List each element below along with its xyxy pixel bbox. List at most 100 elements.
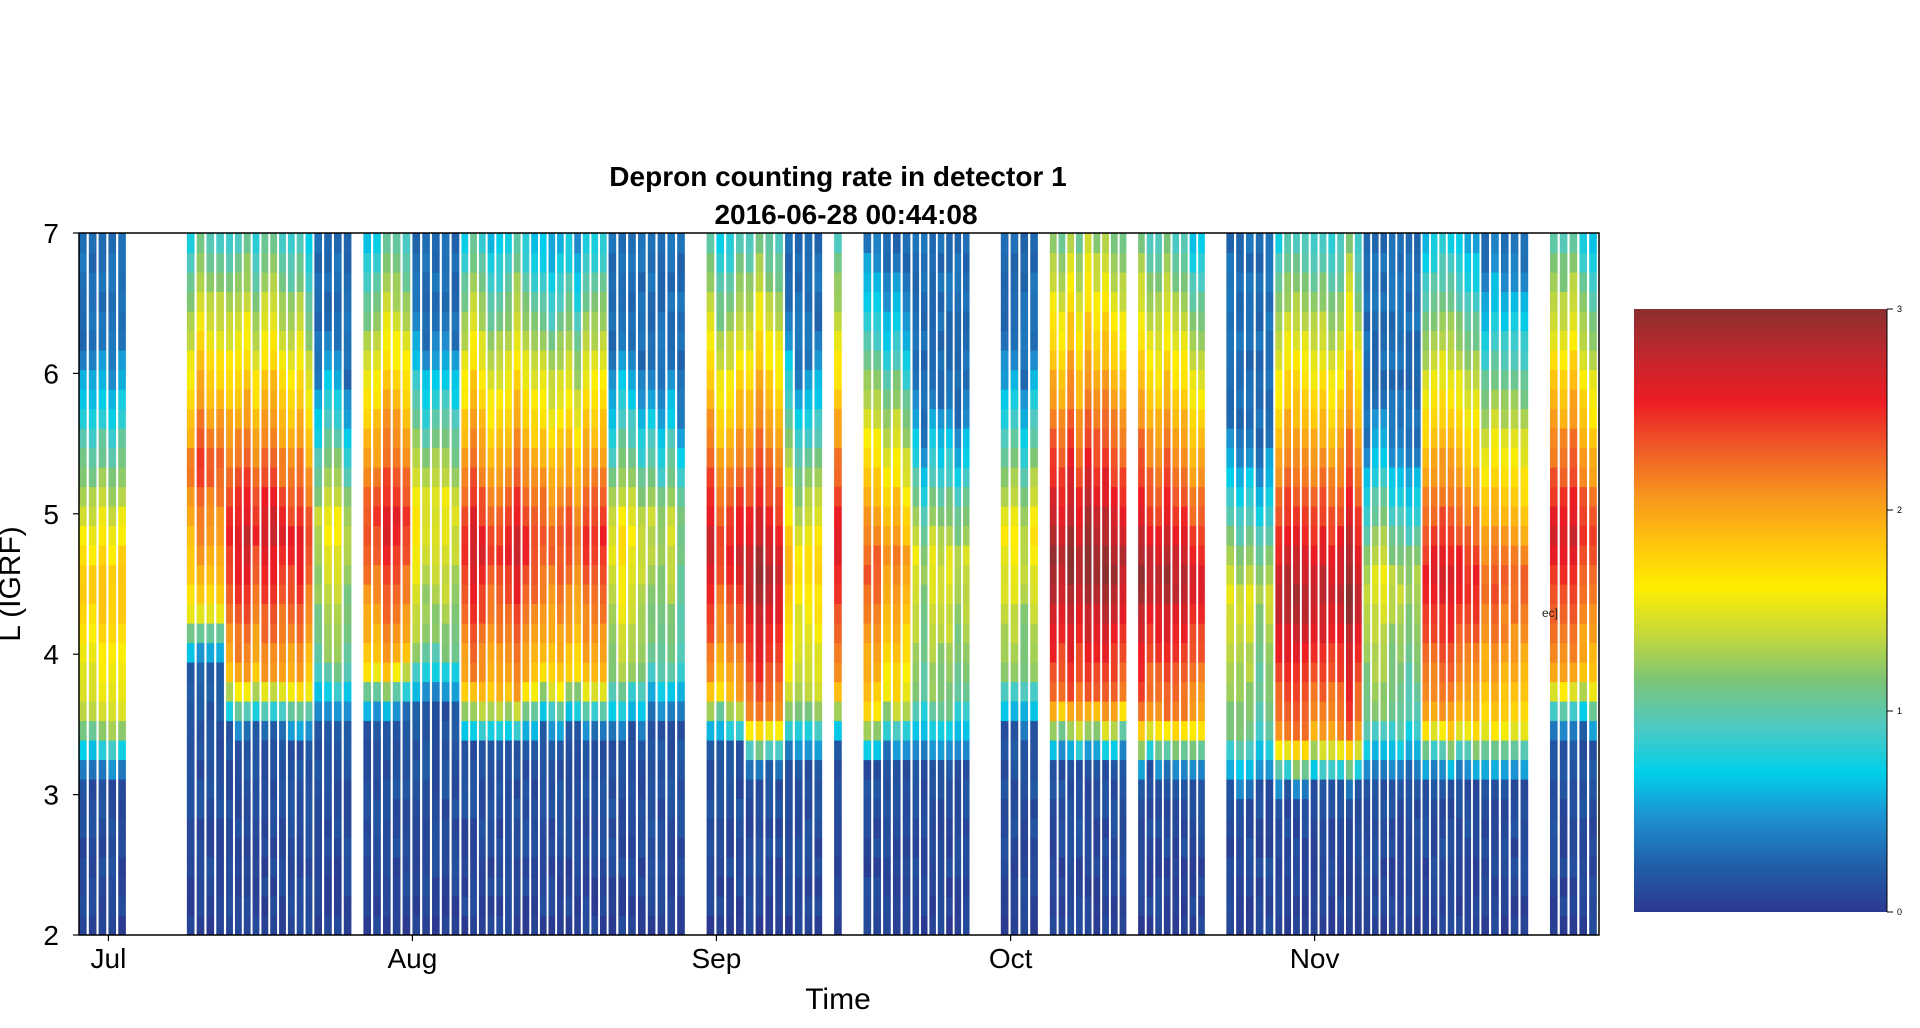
heatmap-cell (794, 681, 803, 702)
heatmap-cell (1310, 603, 1318, 624)
heatmap-cell (343, 759, 352, 780)
heatmap-cell (599, 915, 607, 935)
heatmap-cell (432, 506, 440, 527)
heatmap-cell (608, 876, 617, 897)
heatmap-cell (1456, 564, 1463, 585)
heatmap-cell (314, 369, 322, 390)
heatmap-cell (1337, 428, 1345, 449)
heatmap-cell (794, 584, 803, 605)
heatmap-cell (1293, 291, 1300, 312)
heatmap-cell (487, 330, 495, 351)
heatmap-cell (1345, 467, 1353, 488)
heatmap-cell (226, 330, 233, 351)
heatmap-cell (1198, 486, 1205, 507)
heatmap-cell (667, 720, 676, 741)
heatmap-cell (1293, 603, 1300, 624)
heatmap-cell (1284, 447, 1292, 468)
heatmap-cell (775, 350, 783, 371)
heatmap-cell (628, 798, 636, 819)
heatmap-cell (1405, 486, 1413, 507)
heatmap-cell (599, 642, 607, 663)
heatmap-cell (794, 350, 803, 371)
heatmap-cell (314, 857, 322, 878)
heatmap-cell (1422, 740, 1430, 761)
heatmap-cell (1084, 837, 1092, 858)
heatmap-cell (531, 545, 538, 566)
heatmap-cell (363, 603, 372, 624)
heatmap-cell (1102, 857, 1109, 878)
heatmap-cell (637, 486, 646, 507)
heatmap-cell (108, 837, 117, 858)
heatmap-cell (412, 759, 421, 780)
heatmap-cell (383, 408, 391, 429)
heatmap-cell (1520, 428, 1529, 449)
heatmap-cell (226, 837, 233, 858)
heatmap-cell (1447, 837, 1455, 858)
heatmap-cell (1293, 486, 1300, 507)
heatmap-cell (196, 506, 205, 527)
heatmap-cell (1481, 701, 1489, 722)
heatmap-cell (1163, 428, 1171, 449)
heatmap-cell (1163, 291, 1171, 312)
heatmap-cell (261, 408, 269, 429)
heatmap-cell (252, 720, 260, 741)
heatmap-cell (1414, 252, 1421, 273)
heatmap-cell (234, 759, 242, 780)
heatmap-cell (305, 623, 313, 644)
heatmap-cell (1310, 876, 1318, 897)
heatmap-cell (226, 350, 233, 371)
heatmap-cell (88, 428, 97, 449)
heatmap-cell (794, 389, 803, 410)
heatmap-cell (883, 837, 891, 858)
heatmap-cell (667, 389, 676, 410)
heatmap-cell (1172, 428, 1180, 449)
heatmap-cell (539, 389, 547, 410)
heatmap-cell (1236, 701, 1244, 722)
heatmap-cell (79, 408, 87, 429)
heatmap-cell (296, 740, 304, 761)
heatmap-cell (1275, 486, 1283, 507)
heatmap-cell (1472, 798, 1480, 819)
heatmap-cell (834, 720, 842, 741)
heatmap-cell (834, 506, 842, 527)
heatmap-cell (314, 467, 322, 488)
heatmap-cell (765, 233, 774, 254)
heatmap-cell (196, 467, 205, 488)
heatmap-cell (1110, 603, 1118, 624)
heatmap-cell (432, 642, 440, 663)
heatmap-cell (1000, 545, 1009, 566)
heatmap-cell (929, 896, 936, 917)
heatmap-cell (186, 603, 195, 624)
heatmap-cell (920, 642, 928, 663)
heatmap-cell (363, 467, 372, 488)
heatmap-cell (1472, 525, 1480, 546)
heatmap-cell (531, 272, 538, 293)
heatmap-cell (1439, 662, 1446, 683)
heatmap-cell (287, 798, 295, 819)
heatmap-cell (539, 642, 547, 663)
heatmap-cell (1310, 408, 1318, 429)
heatmap-cell (765, 857, 774, 878)
heatmap-cell (1414, 876, 1421, 897)
heatmap-cell (667, 740, 676, 761)
heatmap-cell (804, 759, 813, 780)
heatmap-cell (451, 662, 460, 683)
heatmap-cell (1520, 603, 1529, 624)
heatmap-cell (582, 603, 590, 624)
heatmap-cell (314, 428, 322, 449)
heatmap-cell (226, 681, 233, 702)
heatmap-cell (478, 642, 486, 663)
heatmap-cell (920, 584, 928, 605)
heatmap-cell (1481, 876, 1489, 897)
heatmap-cell (912, 428, 920, 449)
heatmap-cell (1464, 408, 1472, 429)
heatmap-cell (1447, 662, 1455, 683)
heatmap-cell (296, 408, 304, 429)
heatmap-cell (287, 837, 295, 858)
heatmap-cell (912, 857, 920, 878)
heatmap-cell (892, 818, 901, 839)
heatmap-cell (814, 759, 823, 780)
heatmap-cell (1363, 779, 1371, 800)
heatmap-cell (962, 857, 970, 878)
heatmap-cell (1067, 701, 1075, 722)
